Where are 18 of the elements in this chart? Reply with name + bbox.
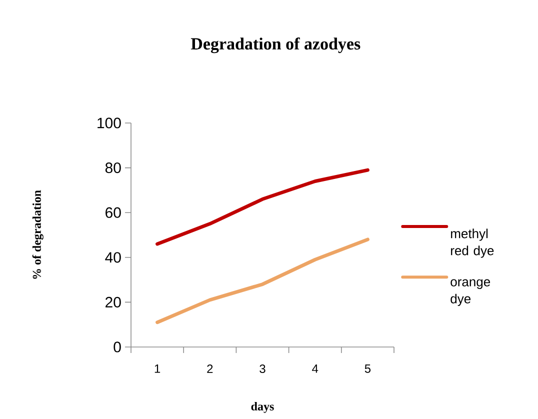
text: orange dye <box>450 279 490 306</box>
line-series <box>156 168 370 246</box>
x-tick-label: 4 <box>312 364 318 373</box>
y-tick-label: 20 <box>106 296 121 308</box>
x-tick-label: 5 <box>364 364 371 373</box>
x-tick-label: 3 <box>260 364 266 374</box>
y-tick-label: 80 <box>105 162 121 174</box>
y-tick-label: 0 <box>114 342 121 352</box>
y-tick-label: 40 <box>105 252 121 263</box>
y-axis-title: % of degradation <box>32 190 44 279</box>
y-tick-label: 100 <box>98 118 121 128</box>
x-axis-title: days <box>251 402 274 413</box>
chart-title: Degradation of azodyes <box>190 37 360 54</box>
x-tick-label: 1 <box>154 364 160 373</box>
line-series <box>156 238 370 324</box>
x-tick-label: 2 <box>207 364 213 373</box>
text: methyl red dye <box>451 228 494 258</box>
y-tick-label: 60 <box>106 207 121 218</box>
